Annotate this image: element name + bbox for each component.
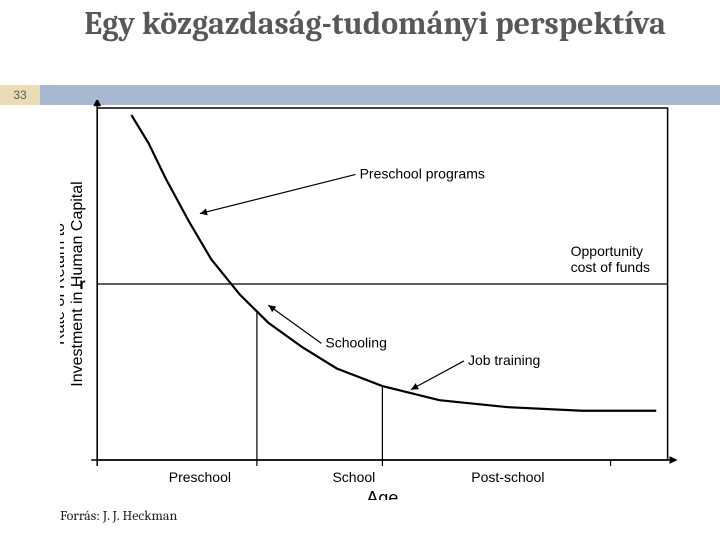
slide: 33 Egy közgazdaság-tudományi perspektíva… xyxy=(0,0,720,540)
svg-text:Preschool: Preschool xyxy=(169,469,231,485)
page-number: 33 xyxy=(0,85,40,105)
svg-text:Preschool programs: Preschool programs xyxy=(360,165,485,181)
svg-text:Job training: Job training xyxy=(468,352,540,368)
svg-text:cost of funds: cost of funds xyxy=(571,259,650,275)
svg-text:Rate of Return to: Rate of Return to xyxy=(60,223,68,345)
svg-text:Post-school: Post-school xyxy=(471,469,544,485)
svg-text:Opportunity: Opportunity xyxy=(571,243,643,259)
svg-text:School: School xyxy=(332,469,375,485)
page-title: Egy közgazdaság-tudományi perspektíva xyxy=(60,6,690,43)
svg-text:Schooling: Schooling xyxy=(325,334,387,350)
heckman-chart: rPreschoolSchoolPost-schoolAgeRate of Re… xyxy=(60,100,680,500)
svg-text:Investment in Human Capital: Investment in Human Capital xyxy=(69,181,86,386)
source-line: Forrás: J. J. Heckman xyxy=(60,507,177,524)
svg-text:Age: Age xyxy=(366,488,398,500)
